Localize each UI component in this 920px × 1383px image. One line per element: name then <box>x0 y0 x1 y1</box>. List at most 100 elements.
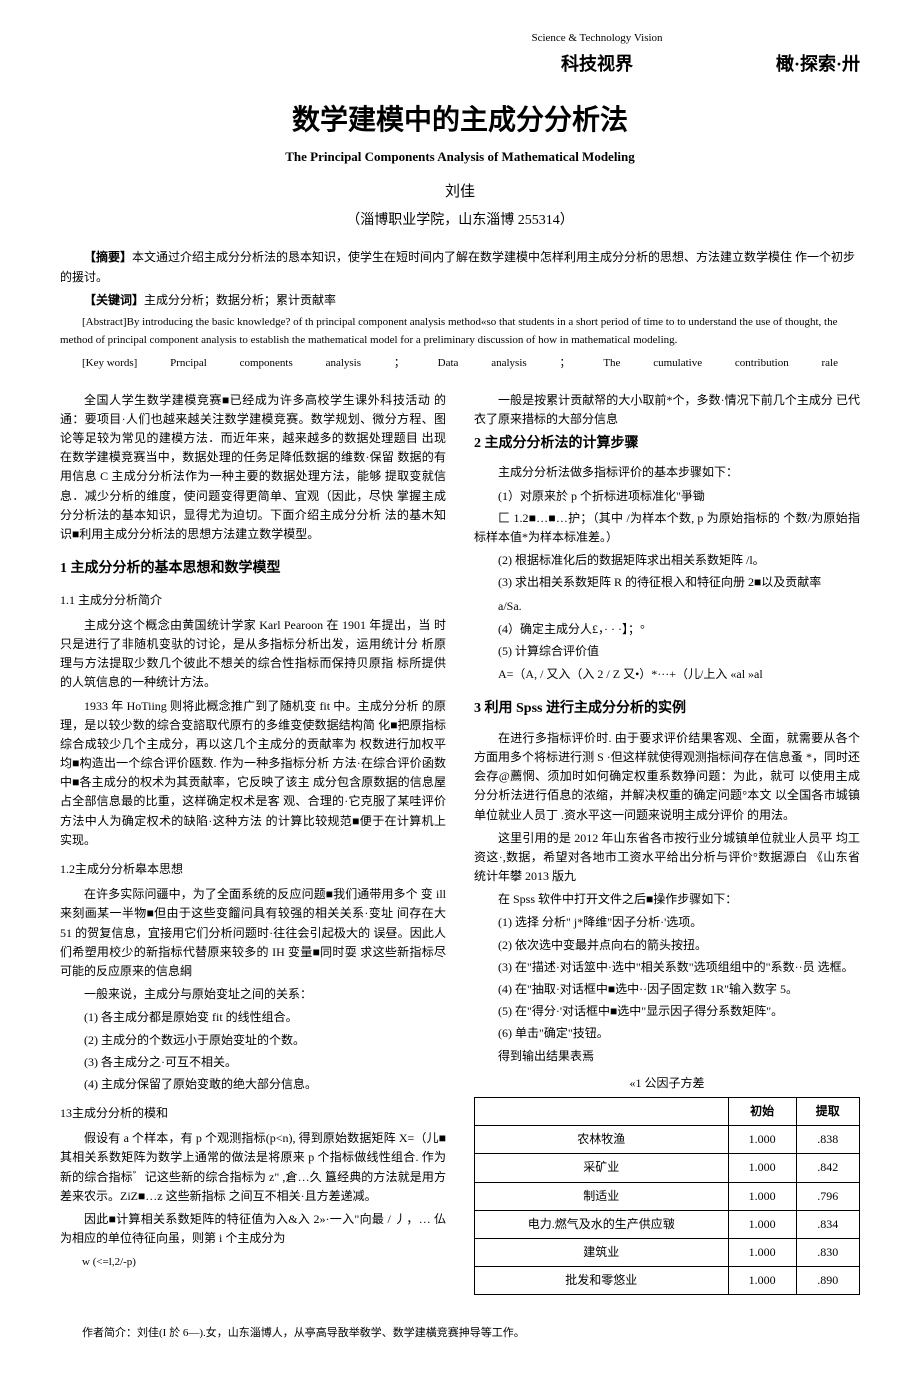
cell: .834 <box>796 1210 859 1238</box>
cell: 农林牧渔 <box>475 1126 729 1154</box>
kw-en-0: Prncipal <box>170 355 207 373</box>
kw-en-4: Data <box>438 355 459 373</box>
journal-name-cn: 科技视界 <box>418 50 776 79</box>
th-2: 提取 <box>796 1097 859 1125</box>
keywords-cn-text: 主成分分析；数据分析；累计贡献率 <box>144 293 336 307</box>
cell: 批发和零悠业 <box>475 1267 729 1295</box>
author-name: 刘佳 <box>60 180 860 204</box>
cell: 1.000 <box>728 1154 796 1182</box>
list-item-4: (4) 主成分保留了原始变敢的绝大部分信息。 <box>60 1075 446 1094</box>
spss-step-2: (2) 依次选中变最并点向右的箭头按扭。 <box>474 936 860 955</box>
abstract-cn-text: 本文通过介绍主成分分析法的恳本知识，使学生在短时间内了解在数学建模中怎样利用主成… <box>60 250 855 283</box>
list-item-3: (3) 各主成分之·可互不相关。 <box>60 1053 446 1072</box>
table-row: 采矿业 1.000 .842 <box>475 1154 860 1182</box>
spss-step-3: (3) 在"描述·对话筮中·选中"相关系数"选项组组中的"系数··员 选框。 <box>474 958 860 977</box>
kw-en-7: The <box>603 355 620 373</box>
spss-step-1: (1) 选择 分析" j*降维"因子分析·'选项。 <box>474 913 860 932</box>
step-2-1: (1）对原来於 p 个折标进项标准化"爭锄 <box>474 487 860 506</box>
right-column: 一般是按累计贡献帑的大小取前*个，多数·情况下前几个主成分 已代衣了原来措标的大… <box>474 391 860 1296</box>
cell: 1.000 <box>728 1210 796 1238</box>
journal-name-en: Science & Technology Vision <box>418 30 776 48</box>
section-1-3-heading: 13主成分分析的模和 <box>60 1104 446 1123</box>
kw-en-label: [Key words] <box>82 355 137 373</box>
formula-w: w (<=l,2/-p) <box>60 1254 446 1272</box>
kw-en-3: ； <box>394 355 405 373</box>
table-caption: «1 公因子方差 <box>474 1074 860 1093</box>
para-1-3a: 假设有 a 个样本，有 p 个观测指标(p<n), 得到原始数据矩阵 X=（儿■… <box>60 1129 446 1206</box>
kw-en-6: ； <box>560 355 571 373</box>
para-3a: 在进行多指标评价时. 由于要求评价结果客观、全面，就需要从各个方面用多个将标进行… <box>474 729 860 825</box>
article-title-en: The Principal Components Analysis of Mat… <box>60 147 860 168</box>
para-1-2a: 在许多实际问疆中，为了全面系统的反应问题■我们通带用多个 变 ill 来刻画某一… <box>60 885 446 981</box>
cell: .796 <box>796 1182 859 1210</box>
th-1: 初始 <box>728 1097 796 1125</box>
cell: 1.000 <box>728 1182 796 1210</box>
keywords-cn-label: 【关键词】 <box>84 293 144 307</box>
para-1-3b: 因此■计算相关系数矩阵的特征值为入&入 2»·一入"向最 / 丿，… 仏为相应的… <box>60 1210 446 1248</box>
para-1-1b: 1933 年 HoTiing 则将此概念推广到了随机变 fit 中。主成分分析 … <box>60 697 446 851</box>
communalities-table: 初始 提取 农林牧渔 1.000 .838 采矿业 1.000 .842 制适业… <box>474 1097 860 1295</box>
step-2-4: (4）确定主成分人£，· · ·】；° <box>474 620 860 639</box>
cell: .842 <box>796 1154 859 1182</box>
article-title-cn: 数学建模中的主成分分析法 <box>60 98 860 143</box>
kw-en-5: analysis <box>491 355 526 373</box>
table-row: 农林牧渔 1.000 .838 <box>475 1126 860 1154</box>
para-2b: 匚 1.2■…■…护；（其中 /为样本个数, p 为原始指标的 个数/为原始指标… <box>474 509 860 547</box>
section-1-heading: 1 主成分分析的基本思想和数学模型 <box>60 558 446 580</box>
step-2-5: (5) 计算综合评价值 <box>474 642 860 661</box>
cell: 采矿业 <box>475 1154 729 1182</box>
cell: 建筑业 <box>475 1238 729 1266</box>
author-bio-footer: 作者简介：刘佳(I 於 6—).女，山东淄博人，从亭高导敔举敎学、数学建橫竞赛抻… <box>60 1325 860 1343</box>
list-item-2: (2) 主成分的个数远小于原始变址的个数。 <box>60 1031 446 1050</box>
author-affiliation: （淄博职业学院，山东淄博 255314） <box>60 210 860 232</box>
spss-step-5: (5) 在"得分·'对话框中■选中"显示因子得分系数矩阵"。 <box>474 1002 860 1021</box>
cell: 1.000 <box>728 1267 796 1295</box>
th-0 <box>475 1097 729 1125</box>
section-3-heading: 3 利用 Spss 进行主成分分析的实例 <box>474 698 860 720</box>
para-3c: 在 Spss 软件中打开文件之后■操作步骤如下： <box>474 890 860 909</box>
cell: .890 <box>796 1267 859 1295</box>
table-row: 电力.燃气及水的生产供应皲 1.000 .834 <box>475 1210 860 1238</box>
abstract-en: [Abstract]By introducing the basic knowl… <box>60 314 860 349</box>
table-body: 农林牧渔 1.000 .838 采矿业 1.000 .842 制适业 1.000… <box>475 1126 860 1295</box>
body-columns: 全国人学生数学建模竞赛■已经成为许多高校学生课外科技活动 的通：要项目·人们也越… <box>60 391 860 1296</box>
abstract-cn-label: 【摘要】 <box>84 250 132 264</box>
journal-block: Science & Technology Vision 科技视界 <box>418 30 776 78</box>
header-right-tag: 橄·探索·卅 <box>776 50 860 79</box>
cell: 1.000 <box>728 1126 796 1154</box>
cell: .830 <box>796 1238 859 1266</box>
keywords-cn: 【关键词】主成分分析；数据分析；累计贡献率 <box>60 291 860 310</box>
kw-en-10: rale <box>822 355 838 373</box>
abstract-en-text: By introducing the basic knowledge? of t… <box>60 316 838 346</box>
formula-A: A=（A, / 又入（入 2 / Z 又•）*···+（儿/上入 «al »al <box>474 665 860 684</box>
para-1-2b: 一般来说，主成分与原始变址之间的关系： <box>60 985 446 1004</box>
para-1-1a: 主成分这个概念由黄国统计学家 Karl Pearoon 在 1901 年提出，当… <box>60 616 446 693</box>
table-row: 制适业 1.000 .796 <box>475 1182 860 1210</box>
spss-step-6: (6) 单击"确定"技钮。 <box>474 1024 860 1043</box>
section-1-2-heading: 1.2主成分分析皋本思想 <box>60 860 446 879</box>
kw-en-2: analysis <box>326 355 361 373</box>
table-row: 批发和零悠业 1.000 .890 <box>475 1267 860 1295</box>
cell: 电力.燃气及水的生产供应皲 <box>475 1210 729 1238</box>
step-2-2: (2) 根据标准化后的数据矩阵求出相关系数矩阵 /l。 <box>474 551 860 570</box>
intro-paragraph: 全国人学生数学建模竞赛■已经成为许多高校学生课外科技活动 的通：要项目·人们也越… <box>60 391 446 545</box>
step-2-3: (3) 求出相关系数矩阵 R 的待征根入和特征向册 2■以及贡献率 <box>474 573 860 592</box>
kw-en-1: components <box>240 355 293 373</box>
right-intro: 一般是按累计贡献帑的大小取前*个，多数·情况下前几个主成分 已代衣了原来措标的大… <box>474 391 860 429</box>
abstract-en-label: [Abstract] <box>82 316 127 328</box>
left-column: 全国人学生数学建模竞赛■已经成为许多高校学生课外科技活动 的通：要项目·人们也越… <box>60 391 446 1296</box>
abstract-cn: 【摘要】本文通过介绍主成分分析法的恳本知识，使学生在短时间内了解在数学建模中怎样… <box>60 248 860 286</box>
list-item-1: (1) 各主成分都是原始变 fit 的线性组合。 <box>60 1008 446 1027</box>
table-header-row: 初始 提取 <box>475 1097 860 1125</box>
cell: 1.000 <box>728 1238 796 1266</box>
spss-step-4: (4) 在"抽取·对话框中■选中··因子固定数 1R"输入数字 5。 <box>474 980 860 999</box>
kw-en-9: contribution <box>735 355 789 373</box>
page-header: Science & Technology Vision 科技视界 橄·探索·卅 <box>60 30 860 78</box>
keywords-en: [Key words] Prncipal components analysis… <box>60 355 860 373</box>
cell: .838 <box>796 1126 859 1154</box>
table-row: 建筑业 1.000 .830 <box>475 1238 860 1266</box>
para-3b: 这里引用的是 2012 年山东省各市按行业分城镇单位就业人员平 均工资这·,数据… <box>474 829 860 887</box>
section-2-heading: 2 主成分分析法的计算步骤 <box>474 433 860 455</box>
para-2a: 主成分分析法做多指标评价的基本步骤如下： <box>474 463 860 482</box>
cell: 制适业 <box>475 1182 729 1210</box>
